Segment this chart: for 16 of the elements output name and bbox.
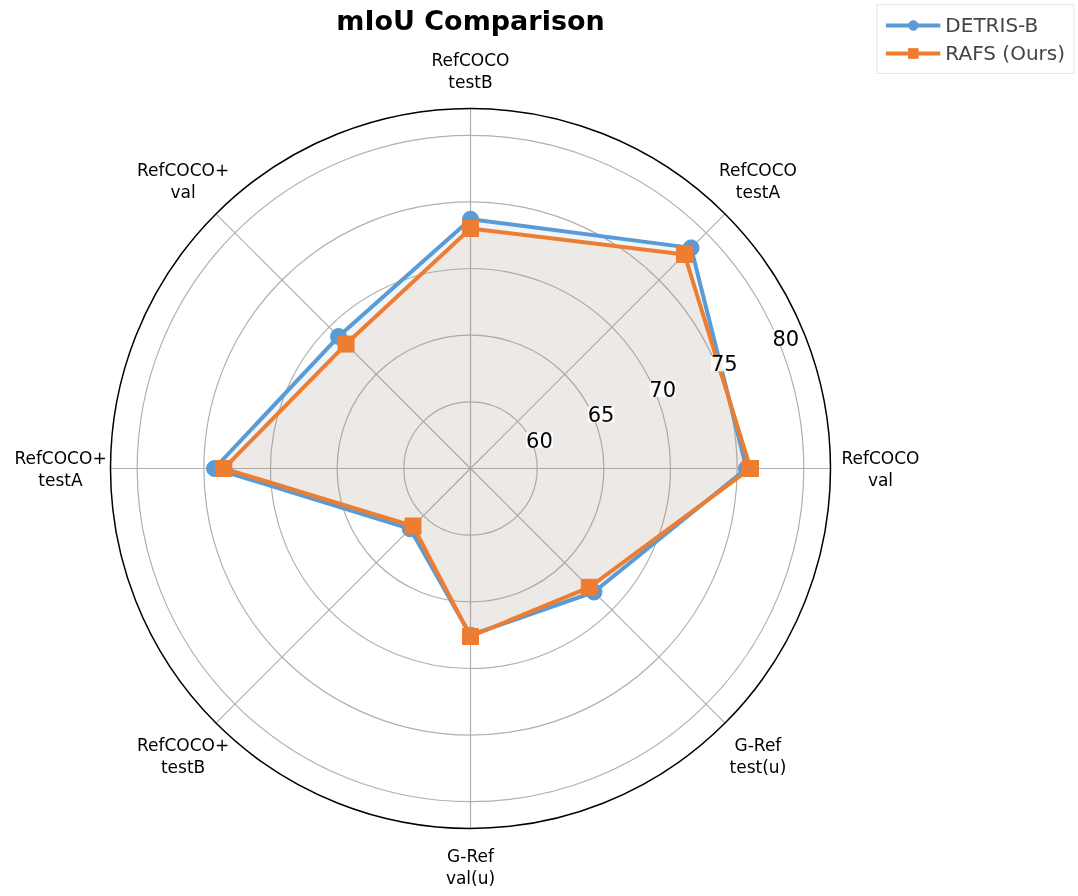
y-tick-label: 80 <box>772 326 800 351</box>
y-tick-label: 75 <box>710 352 738 377</box>
legend-label: DETRIS-B <box>945 13 1039 37</box>
y-tick-label: 60 <box>526 428 553 453</box>
y-tick-label: 65 <box>587 403 615 428</box>
chart-title: mIoU Comparison <box>336 5 605 36</box>
y-tick-label: 70 <box>649 377 677 402</box>
spoke-label: RefCOCO+ val <box>136 160 230 203</box>
spoke-label: G-Ref val(u) <box>445 845 496 888</box>
spoke-label: RefCOCO testA <box>718 160 797 203</box>
legend-label: RAFS (Ours) <box>945 41 1065 65</box>
spoke-label: G-Ref test(u) <box>729 734 787 777</box>
spoke-label: RefCOCO+ testB <box>136 734 230 777</box>
spoke-label: RefCOCO testB <box>431 49 510 92</box>
spoke-label: RefCOCO val <box>841 447 920 490</box>
spoke-label: RefCOCO+ testA <box>14 447 107 490</box>
